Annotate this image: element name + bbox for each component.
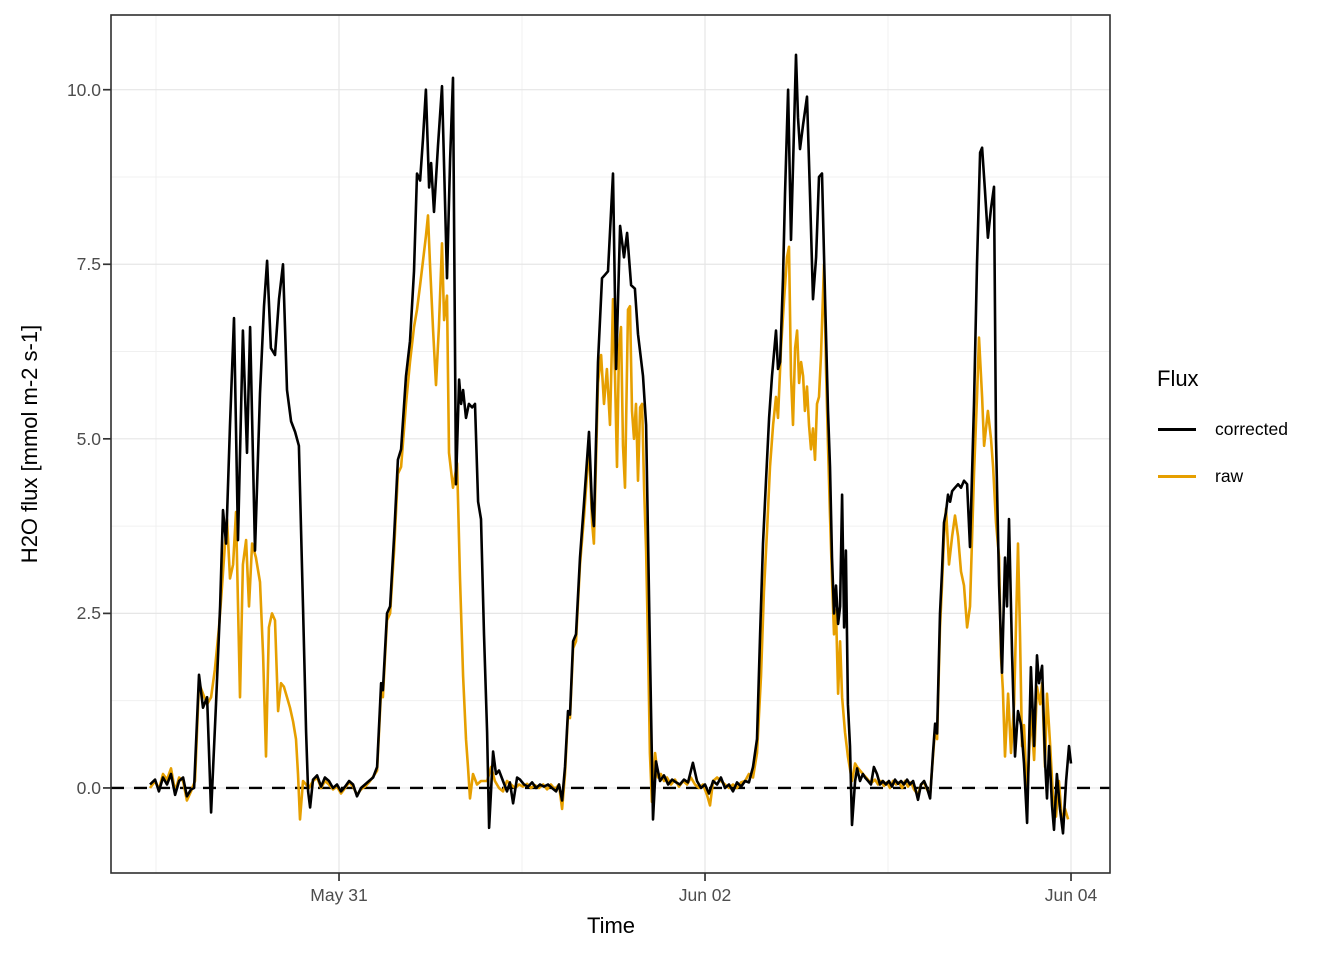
- legend-item-label: corrected: [1215, 418, 1288, 439]
- x-tick-label: Jun 02: [678, 885, 732, 905]
- x-tick-label: May 31: [310, 885, 368, 905]
- series-line-raw: [148, 214, 1070, 825]
- legend-item-raw: raw: [1155, 465, 1288, 487]
- raw-line-swatch: [1158, 474, 1196, 478]
- y-tick-label: 2.5: [76, 603, 101, 623]
- y-tick-label: 10.0: [66, 80, 101, 100]
- x-tick-label: Jun 04: [1044, 885, 1098, 905]
- corrected-line-swatch: [1158, 427, 1196, 431]
- y-axis-title: H2O flux [mmol m-2 s-1]: [17, 324, 42, 564]
- legend-title: Flux: [1157, 366, 1199, 391]
- legend-item-label: raw: [1215, 465, 1244, 486]
- y-tick-label: 7.5: [76, 254, 101, 274]
- legend: Flux corrected raw: [1155, 366, 1288, 512]
- y-tick-label: 5.0: [76, 429, 101, 449]
- x-axis-title: Time: [586, 913, 636, 938]
- legend-item-corrected: corrected: [1155, 418, 1288, 440]
- panel-border: [110, 14, 1111, 874]
- y-tick-label: 0.0: [76, 778, 101, 798]
- series-line-corrected: [149, 53, 1073, 835]
